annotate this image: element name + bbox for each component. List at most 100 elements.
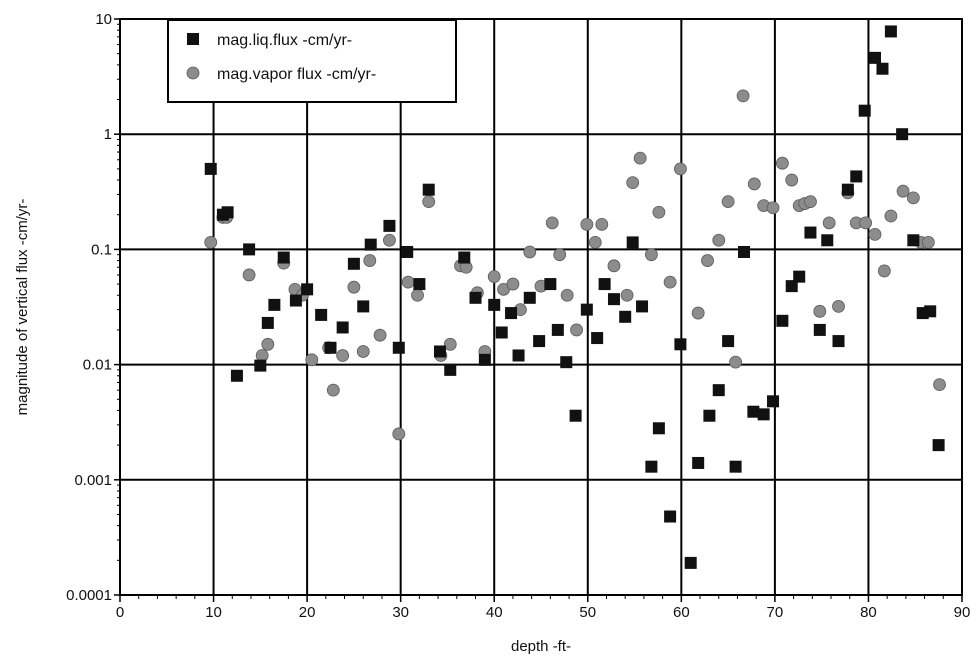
liquid-flux-point xyxy=(551,323,564,336)
liquid-flux-point xyxy=(645,460,658,473)
liquid-flux-point xyxy=(684,556,697,569)
x-tick-label: 0 xyxy=(116,604,124,621)
vapor-flux-point xyxy=(721,195,735,208)
vapor-flux-point xyxy=(620,288,634,302)
liquid-flux-point xyxy=(254,359,267,372)
data-points xyxy=(204,25,946,569)
vapor-flux-point xyxy=(392,427,406,441)
liquid-flux-point xyxy=(767,395,780,408)
vapor-flux-point xyxy=(305,353,319,367)
liquid-flux-point xyxy=(703,409,716,422)
liquid-flux-point xyxy=(458,251,471,264)
liquid-flux-point xyxy=(580,303,593,316)
liquid-flux-point xyxy=(544,278,557,291)
liquid-flux-point xyxy=(804,226,817,239)
vapor-flux-point xyxy=(701,254,714,267)
vapor-flux-point xyxy=(859,216,873,230)
liquid-flux-point xyxy=(301,283,314,296)
vapor-flux-point xyxy=(832,300,845,313)
vapor-flux-point xyxy=(588,236,602,249)
liquid-flux-point xyxy=(433,345,446,358)
liquid-flux-point xyxy=(268,298,281,311)
vapor-flux-point xyxy=(884,209,898,223)
vapor-flux-point xyxy=(626,176,640,190)
vapor-flux-point xyxy=(729,355,742,369)
liquid-flux-point xyxy=(821,234,834,247)
vapor-flux-point xyxy=(356,345,370,358)
x-tick-label: 40 xyxy=(486,604,503,621)
liquid-flux-point xyxy=(858,104,871,117)
x-axis-label: depth -ft- xyxy=(511,638,571,655)
vapor-flux-point xyxy=(933,378,946,392)
x-tick-label: 30 xyxy=(392,604,409,621)
vapor-flux-point xyxy=(633,151,647,165)
y-tick-label: 0.0001 xyxy=(66,587,112,604)
y-tick-label: 0.1 xyxy=(91,241,112,258)
vapor-flux-point xyxy=(896,184,910,198)
vapor-flux-point xyxy=(506,277,520,291)
liquid-flux-point xyxy=(533,335,546,348)
liquid-flux-point xyxy=(444,363,457,376)
y-tick-label: 0.001 xyxy=(74,472,112,489)
liquid-flux-point xyxy=(569,409,582,422)
vapor-flux-point xyxy=(804,195,817,208)
vapor-flux-point xyxy=(580,217,594,231)
vapor-flux-point xyxy=(401,275,415,289)
vapor-flux-point xyxy=(673,162,687,176)
vapor-flux-point xyxy=(813,304,827,318)
liquid-flux-point xyxy=(832,335,845,348)
liquid-flux-point xyxy=(336,321,349,334)
liquid-flux-point xyxy=(619,310,632,323)
vapor-flux-point xyxy=(570,323,583,337)
liquid-flux-point xyxy=(813,323,826,336)
vapor-flux-point xyxy=(644,248,658,262)
axis-ticks: 0 10 20 30 40 50 60 70 80 90 0.0001 0.001 0.01 0.1 1 10 xyxy=(66,11,970,621)
vapor-flux-point xyxy=(906,191,920,205)
liquid-flux-point xyxy=(289,294,302,307)
vapor-flux-point xyxy=(691,306,705,320)
vapor-flux-point xyxy=(347,280,361,294)
x-tick-label: 20 xyxy=(299,604,316,621)
vapor-flux-point xyxy=(607,259,621,273)
legend-entry-label: mag.vapor flux -cm/yr- xyxy=(217,66,376,83)
liquid-flux-point xyxy=(324,341,337,354)
vapor-flux-point xyxy=(921,236,935,249)
x-tick-label: 80 xyxy=(860,604,877,621)
vapor-flux-point xyxy=(877,264,891,278)
legend-box xyxy=(167,19,457,103)
y-tick-label: 10 xyxy=(95,11,112,28)
legend-entry-label: mag.liq.flux -cm/yr- xyxy=(217,32,352,49)
liquid-flux-point xyxy=(591,332,604,345)
legend-liquid-marker xyxy=(187,33,199,45)
vapor-flux-point xyxy=(487,270,501,284)
liquid-flux-point xyxy=(523,291,536,304)
vapor-flux-point xyxy=(383,233,396,247)
legend-vapor-marker xyxy=(186,66,200,80)
liquid-flux-point xyxy=(776,314,789,327)
vapor-flux-point xyxy=(523,245,537,259)
vapor-flux-point xyxy=(204,236,218,249)
vapor-flux-point xyxy=(822,216,836,230)
liquid-flux-point xyxy=(692,456,705,469)
x-tick-label: 90 xyxy=(954,604,971,621)
liquid-flux-point xyxy=(841,183,854,196)
legend: mag.liq.flux -cm/yr-mag.vapor flux -cm/y… xyxy=(167,19,457,103)
liquid-flux-point xyxy=(347,257,360,270)
vapor-flux-point xyxy=(747,177,761,191)
liquid-flux-point xyxy=(598,278,611,291)
liquid-flux-point xyxy=(505,307,518,320)
liquid-flux-point xyxy=(884,25,897,38)
liquid-flux-point xyxy=(315,308,328,321)
x-tick-label: 10 xyxy=(205,604,222,621)
liquid-flux-point xyxy=(512,349,525,362)
liquid-flux-point xyxy=(793,270,806,283)
vapor-flux-point xyxy=(652,205,666,219)
liquid-flux-point xyxy=(729,460,742,473)
liquid-flux-point xyxy=(357,300,370,313)
vapor-flux-point xyxy=(443,337,457,351)
liquid-flux-point xyxy=(277,251,290,264)
liquid-flux-point xyxy=(204,162,217,175)
liquid-flux-point xyxy=(261,316,274,329)
vapor-flux-point xyxy=(422,195,436,208)
